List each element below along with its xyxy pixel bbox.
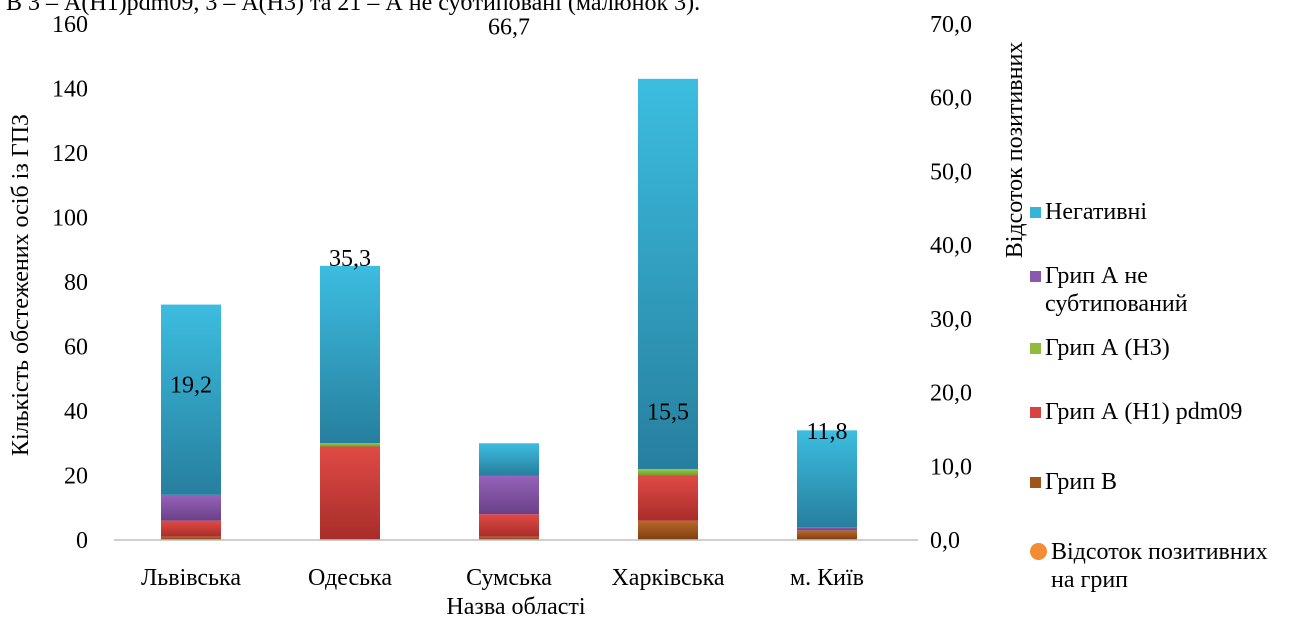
y-right-tick-label: 70,0 bbox=[930, 12, 972, 38]
y-right-tick-label: 50,0 bbox=[930, 159, 972, 185]
bar-segment bbox=[161, 536, 221, 540]
legend-label: Негативні bbox=[1045, 199, 1148, 225]
bar-segment bbox=[797, 530, 857, 540]
legend-label: Грип А (Н3) bbox=[1045, 335, 1170, 361]
y-tick-label: 160 bbox=[52, 12, 88, 38]
bar-segment bbox=[320, 443, 380, 447]
y-right-tick-label: 30,0 bbox=[930, 307, 972, 333]
bar-segment bbox=[638, 520, 698, 540]
y-right-tick-label: 10,0 bbox=[930, 454, 972, 480]
legend-item-flu-a-h1: Грип А (Н1) pdm09 bbox=[1030, 398, 1295, 426]
percent-label: 15,5 bbox=[647, 400, 689, 426]
x-tick-label: Одеська bbox=[308, 565, 392, 591]
y-tick-label: 20 bbox=[64, 464, 88, 490]
legend-item-flu-a-unsubtyped: Грип А не субтипований bbox=[1030, 262, 1245, 318]
y-tick-label: 120 bbox=[52, 141, 88, 167]
y-right-tick-label: 0,0 bbox=[930, 528, 960, 554]
y-tick-label: 140 bbox=[52, 77, 88, 103]
legend-item-negative: Негативні bbox=[1030, 198, 1295, 226]
y-tick-label: 80 bbox=[64, 270, 88, 296]
percent-label: 19,2 bbox=[170, 372, 212, 398]
legend-swatch-flu-a-unsubtyped bbox=[1030, 271, 1041, 282]
legend-label: Відсоток позитивних на грип bbox=[1051, 539, 1268, 593]
y-right-tick-label: 20,0 bbox=[930, 381, 972, 407]
bar-segment bbox=[638, 475, 698, 521]
y-axis-right: 0,0 10,0 20,0 30,0 40,0 50,0 60,0 70,0 bbox=[930, 12, 972, 554]
legend-item-flu-a-h3: Грип А (Н3) bbox=[1030, 334, 1295, 362]
bar-segment bbox=[638, 469, 698, 476]
y-tick-label: 0 bbox=[76, 528, 88, 554]
legend-swatch-flu-a-h3 bbox=[1030, 343, 1041, 354]
legend-item-flu-b: Грип В bbox=[1030, 468, 1295, 496]
header-text: В 3 – А(Н1)pdm09, 3 – А(Н3) та 21 – А не… bbox=[6, 0, 700, 16]
bar-segment bbox=[479, 536, 539, 540]
percent-label: 11,8 bbox=[806, 419, 847, 445]
bar-segment bbox=[479, 514, 539, 537]
x-tick-label: Харківська bbox=[611, 565, 724, 591]
legend-item-percent-positive: Відсоток позитивних на грип bbox=[1030, 538, 1281, 594]
y-tick-label: 100 bbox=[52, 206, 88, 232]
legend-label: Грип В bbox=[1045, 469, 1118, 495]
y-tick-label: 40 bbox=[64, 399, 88, 425]
bar-segment bbox=[797, 430, 857, 528]
y-axis-left: 0 20 40 60 80 100 120 140 160 bbox=[52, 12, 88, 554]
bar-segment bbox=[161, 304, 221, 495]
legend-swatch-flu-a-h1 bbox=[1030, 407, 1041, 418]
bar-segment bbox=[320, 446, 380, 540]
percent-label: 66,7 bbox=[488, 14, 530, 40]
x-tick-label: Львівська bbox=[141, 565, 241, 591]
legend-label: Грип А (Н1) pdm09 bbox=[1045, 399, 1243, 425]
legend-label: Грип А не субтипований bbox=[1045, 263, 1188, 317]
bar-segment bbox=[479, 443, 539, 476]
x-axis: Львівська Одеська Сумська Харківська м. Київ bbox=[141, 565, 864, 591]
x-axis-title: Назва області bbox=[446, 594, 586, 617]
y-axis-title: Кількість обстежених осіб із ГПЗ bbox=[8, 114, 34, 456]
chart-marks: 19,2 35,3 66,7 15,5 11,8 bbox=[161, 14, 857, 540]
legend-marker-percent-positive bbox=[1030, 543, 1047, 560]
bar-segment bbox=[797, 527, 857, 531]
bar-segment bbox=[479, 475, 539, 515]
legend-swatch-negative bbox=[1030, 207, 1041, 218]
bar-segment bbox=[320, 265, 380, 444]
y-axis-right-title: Відсоток позитивних bbox=[1002, 42, 1028, 259]
y-tick-label: 60 bbox=[64, 335, 88, 361]
x-tick-label: м. Київ bbox=[790, 565, 864, 591]
y-right-tick-label: 60,0 bbox=[930, 86, 972, 112]
bar-segment bbox=[161, 520, 221, 537]
y-right-tick-label: 40,0 bbox=[930, 233, 972, 259]
bar-segment bbox=[638, 78, 698, 470]
percent-label: 35,3 bbox=[329, 246, 371, 272]
x-tick-label: Сумська bbox=[466, 565, 552, 591]
bar-segment bbox=[161, 494, 221, 521]
legend-swatch-flu-b bbox=[1030, 477, 1041, 488]
legend: Негативні Грип А не субтипований Грип А … bbox=[1030, 0, 1306, 617]
